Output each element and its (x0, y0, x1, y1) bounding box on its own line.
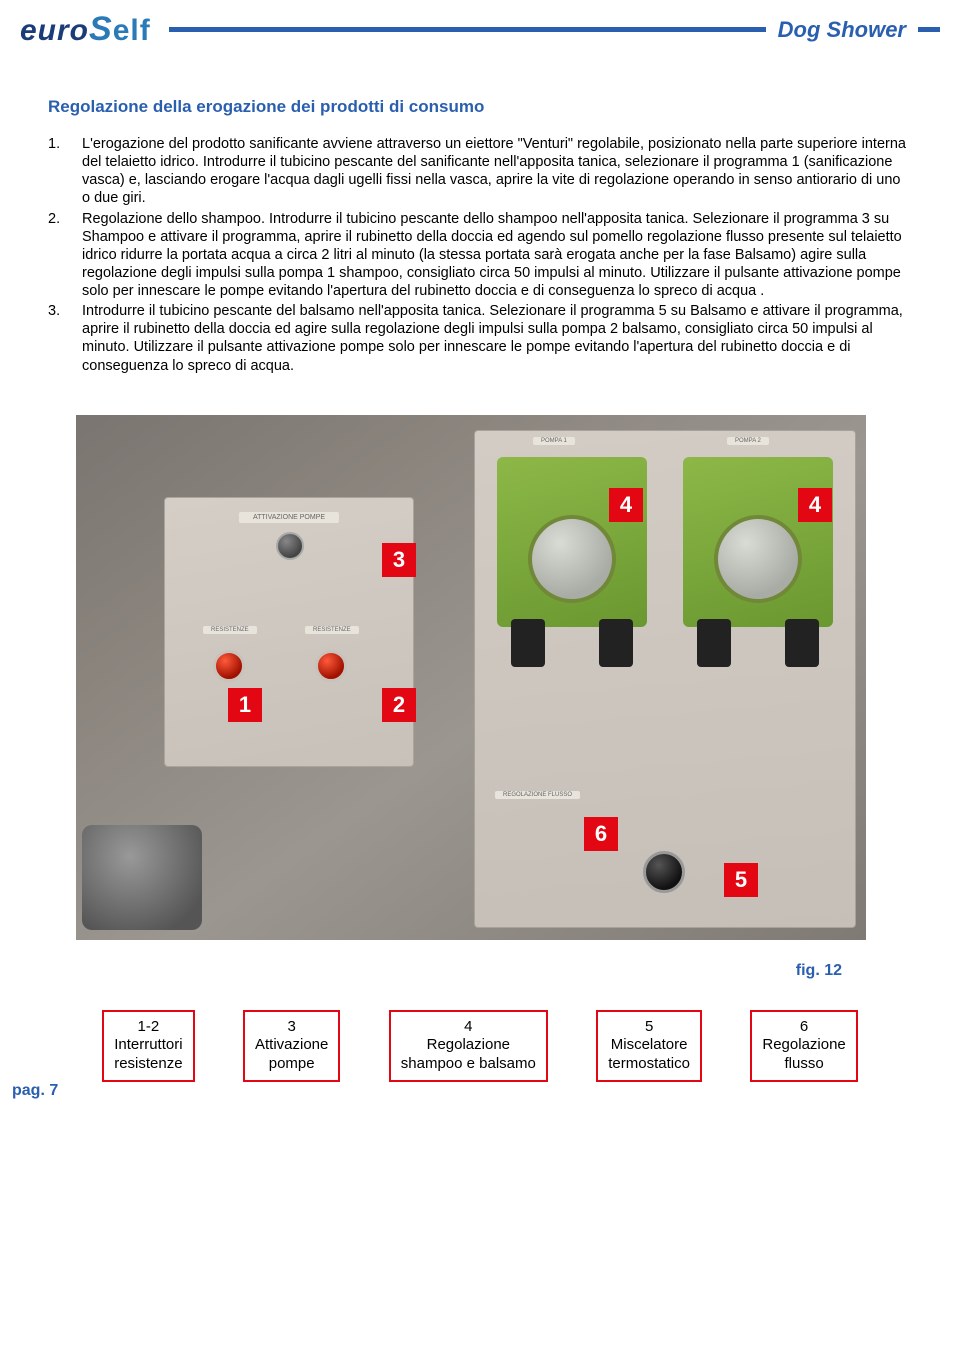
logo-part-s: S (89, 10, 113, 48)
legend-label: shampoo e balsamo (401, 1055, 536, 1074)
legend-num: 4 (401, 1018, 536, 1037)
list-num-3: 3. (48, 302, 82, 375)
logo: euroSelf (20, 10, 151, 49)
logo-part-elf: elf (113, 14, 151, 47)
callout-3: 3 (382, 543, 416, 577)
list-item: 2. Regolazione dello shampoo. Introdurre… (48, 210, 912, 301)
legend-num: 5 (608, 1018, 690, 1037)
logo-part-euro: euro (20, 14, 89, 47)
pump-1-foot-right (599, 619, 633, 667)
product-title: Dog Shower (778, 17, 906, 43)
figure-caption: fig. 12 (48, 962, 912, 980)
callout-4a: 4 (609, 488, 643, 522)
legend-row: 1-2 Interruttori resistenze 3 Attivazion… (48, 980, 912, 1092)
legend-box-5: 5 Miscelatore termostatico (596, 1010, 702, 1082)
legend-num: 3 (255, 1018, 328, 1037)
callout-5: 5 (724, 863, 758, 897)
legend-num: 1-2 (114, 1018, 182, 1037)
label-resistenze-2: RESISTENZE (305, 626, 359, 634)
legend-label: Attivazione (255, 1036, 328, 1055)
legend-label: Regolazione (401, 1036, 536, 1055)
pump-1-dome (528, 515, 616, 603)
flow-knob (643, 851, 685, 893)
legend-box-3: 3 Attivazione pompe (243, 1010, 340, 1082)
page-number: pag. 7 (12, 1082, 58, 1100)
legend-label: Regolazione (762, 1036, 845, 1055)
callout-4b: 4 (798, 488, 832, 522)
pump-2-dome (714, 515, 802, 603)
button-resistenza-2 (315, 650, 347, 682)
list-text-2: Regolazione dello shampoo. Introdurre il… (82, 210, 912, 301)
legend-label: Miscelatore (608, 1036, 690, 1055)
list-text-1: L'erogazione del prodotto sanificante av… (82, 135, 912, 208)
label-resistenze-1: RESISTENZE (203, 626, 257, 634)
instruction-list: 1. L'erogazione del prodotto sanificante… (48, 135, 912, 375)
legend-label: resistenze (114, 1055, 182, 1074)
page-header: euroSelf Dog Shower (0, 0, 960, 57)
section-title: Regolazione della erogazione dei prodott… (48, 97, 912, 117)
header-rule-end (918, 27, 940, 32)
legend-label: flusso (762, 1055, 845, 1074)
header-rule (169, 27, 766, 32)
motor-bottom-left (82, 825, 202, 930)
pump-2-foot-right (785, 619, 819, 667)
legend-box-6: 6 Regolazione flusso (750, 1010, 857, 1082)
pump-1-shampoo (497, 457, 647, 627)
legend-label: Interruttori (114, 1036, 182, 1055)
callout-6: 6 (584, 817, 618, 851)
button-resistenza-1 (213, 650, 245, 682)
list-item: 3. Introdurre il tubicino pescante del b… (48, 302, 912, 375)
label-regolazione-flusso: REGOLAZIONE FLUSSO (495, 791, 580, 799)
list-text-3: Introdurre il tubicino pescante del bals… (82, 302, 912, 375)
button-attivazione-pompe (276, 532, 304, 560)
label-pompa-1: POMPA 1 (533, 437, 575, 445)
list-num-1: 1. (48, 135, 82, 208)
callout-2: 2 (382, 688, 416, 722)
legend-label: pompe (255, 1055, 328, 1074)
legend-box-4: 4 Regolazione shampoo e balsamo (389, 1010, 548, 1082)
control-panel-left: ATTIVAZIONE POMPE RESISTENZE RESISTENZE (164, 497, 414, 767)
legend-num: 6 (762, 1018, 845, 1037)
pump-2-foot-left (697, 619, 731, 667)
legend-label: termostatico (608, 1055, 690, 1074)
pump-1-foot-left (511, 619, 545, 667)
pump-2-balsamo (683, 457, 833, 627)
label-pompa-2: POMPA 2 (727, 437, 769, 445)
legend-box-1-2: 1-2 Interruttori resistenze (102, 1010, 194, 1082)
callout-1: 1 (228, 688, 262, 722)
figure-12: ATTIVAZIONE POMPE RESISTENZE RESISTENZE … (76, 415, 866, 940)
list-item: 1. L'erogazione del prodotto sanificante… (48, 135, 912, 208)
label-attivazione-pompe: ATTIVAZIONE POMPE (239, 512, 339, 523)
list-num-2: 2. (48, 210, 82, 301)
